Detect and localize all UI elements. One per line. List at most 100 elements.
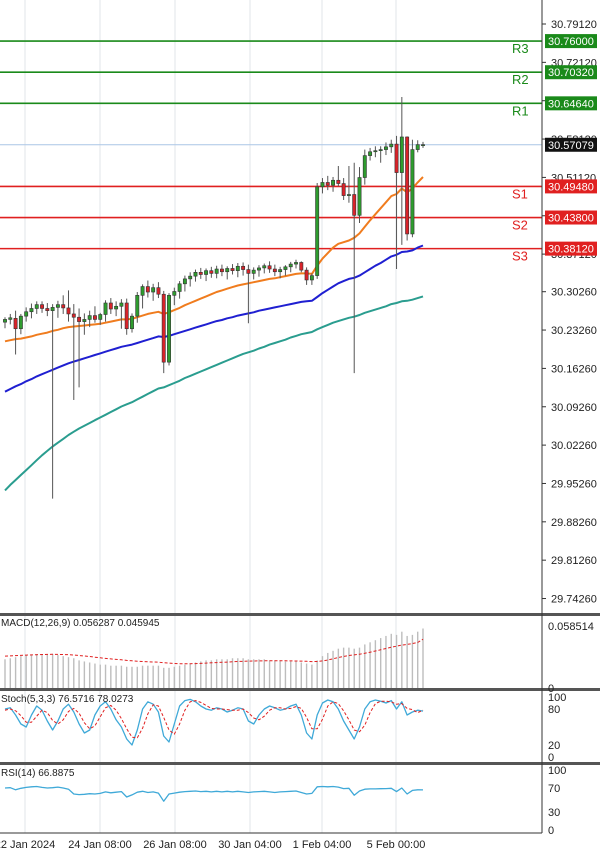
- candle-up: [415, 144, 420, 150]
- candle-up: [188, 275, 193, 280]
- moving-average-long-line: [4, 295, 424, 492]
- level-price-tag-label: 30.43800: [548, 213, 594, 225]
- candle-down: [304, 269, 309, 281]
- price-axis: 30.7912030.7212030.6512030.5812030.51120…: [541, 0, 597, 833]
- price-tick-label: 30.30260: [551, 287, 597, 299]
- price-tick-label: 29.95260: [551, 478, 597, 490]
- candle-up: [130, 315, 134, 330]
- candle-down: [156, 287, 161, 295]
- price-tick-label: 30.16260: [551, 363, 597, 375]
- rsi-tick-label: 0: [548, 825, 554, 837]
- candle-up: [262, 265, 267, 269]
- candle-down: [325, 182, 330, 186]
- candle-down: [66, 307, 71, 315]
- candle-up: [24, 311, 29, 317]
- level-price-tag-bg: [545, 179, 597, 194]
- candle-up: [114, 305, 119, 310]
- candle-up: [315, 186, 320, 276]
- candle-up: [257, 267, 261, 271]
- candle-up: [235, 265, 240, 271]
- level-name-s1: S1: [512, 186, 528, 201]
- current-price-tag-label: 30.57079: [548, 140, 594, 152]
- candle-up: [384, 146, 388, 150]
- candle-down: [352, 194, 357, 216]
- candle-up: [18, 315, 23, 330]
- candle-up: [309, 275, 314, 281]
- level-price-tag-label: 30.49480: [548, 181, 594, 193]
- candle-down: [161, 293, 166, 363]
- candle-up: [3, 319, 7, 323]
- level-price-tag-label: 30.64640: [548, 98, 594, 110]
- rsi-title: RSI(14) 66.8875: [1, 768, 75, 779]
- candle-up: [389, 143, 394, 148]
- candle-down: [209, 270, 214, 274]
- candle-up: [368, 151, 373, 156]
- candle-up: [251, 269, 256, 274]
- candle-up: [55, 304, 60, 308]
- macd-title: MACD(12,26,9) 0.056287 0.045945: [1, 618, 160, 629]
- candle-up: [421, 144, 425, 146]
- stoch-title: Stoch(5,3,3) 76.5716 78.0273: [1, 694, 134, 705]
- candle-up: [87, 315, 92, 320]
- price-tick-label: 30.79120: [551, 19, 597, 31]
- candle-up: [225, 268, 230, 273]
- level-price-tag-label: 30.76000: [548, 36, 594, 48]
- candle-down: [61, 304, 66, 309]
- pane-separator: [0, 688, 600, 691]
- candle-up: [172, 291, 177, 296]
- macd-pane: MACD(12,26,9) 0.056287 0.045945 0.058514 0: [1, 618, 594, 695]
- stoch-tick-label: 20: [548, 740, 560, 752]
- candle-up: [357, 177, 362, 216]
- stoch-d-line: [4, 700, 424, 739]
- candle-down: [13, 318, 18, 330]
- level-price-tag-bg: [545, 65, 597, 80]
- candle-up: [320, 182, 325, 188]
- rsi-pane: RSI(14) 66.8875 100 70 30 0: [1, 765, 566, 837]
- candle-up: [283, 266, 288, 270]
- price-tick-label: 30.02260: [551, 440, 597, 452]
- pane-separator: [0, 613, 600, 616]
- candle-down: [246, 269, 251, 274]
- time-axis-label: 5 Feb 00:00: [367, 839, 426, 851]
- price-tick-label: 29.88260: [551, 517, 597, 529]
- rsi-tick-label: 30: [548, 807, 560, 819]
- rsi-tick-label: 70: [548, 783, 560, 795]
- candle-down: [341, 183, 346, 196]
- candle-down: [93, 315, 97, 320]
- candle-up: [204, 270, 209, 275]
- candle-up: [410, 149, 415, 235]
- candle-down: [241, 265, 246, 270]
- candle-down: [272, 268, 277, 273]
- candle-up: [119, 302, 124, 307]
- level-price-tag-label: 30.38120: [548, 244, 594, 256]
- candle-up: [214, 268, 219, 274]
- candle-up: [140, 286, 145, 296]
- candle-down: [336, 179, 341, 184]
- time-axis-label: 26 Jan 08:00: [143, 839, 207, 851]
- stoch-tick-label: 80: [548, 704, 560, 716]
- moving-average-short-line: [4, 176, 424, 343]
- price-tick-label: 30.23260: [551, 325, 597, 337]
- current-price-tag-bg: [545, 137, 597, 152]
- candle-up: [294, 262, 298, 265]
- candle-up: [288, 263, 293, 268]
- level-name-r2: R2: [512, 72, 529, 87]
- time-axis-label: 24 Jan 08:00: [68, 839, 132, 851]
- candle-down: [230, 268, 235, 271]
- candle-down: [71, 313, 76, 318]
- candle-down: [394, 143, 399, 173]
- level-price-tag-bg: [545, 241, 597, 256]
- candle-down: [124, 302, 129, 330]
- level-price-tag-bg: [545, 210, 597, 225]
- candle-down: [405, 136, 410, 235]
- level-name-r3: R3: [512, 41, 529, 56]
- price-tick-label: 29.81260: [551, 555, 597, 567]
- price-tick-label: 30.09260: [551, 402, 597, 414]
- candle-down: [299, 262, 304, 271]
- candle-down: [108, 302, 113, 310]
- candle-up: [278, 269, 283, 273]
- candle-up: [182, 278, 187, 285]
- candle-down: [145, 286, 150, 293]
